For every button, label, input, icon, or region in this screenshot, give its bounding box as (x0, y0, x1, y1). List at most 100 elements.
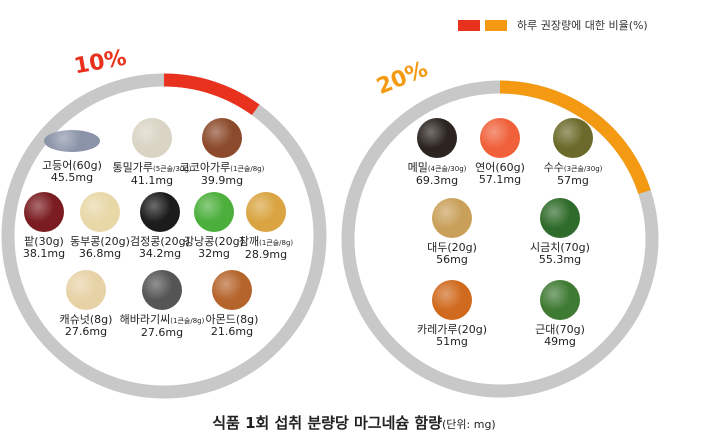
food-name: 수수(3큰술/30g) (523, 162, 623, 175)
food-name-text: 카레가루(20g) (416, 323, 488, 336)
spinach-icon (540, 198, 580, 238)
food-name-text: 강낭콩(20g) (184, 235, 244, 248)
food-name-text: 아몬드(8g) (205, 313, 259, 326)
food-value: 27.6mg (140, 326, 184, 339)
food-name: 근대(70g) (510, 324, 610, 336)
caption-unit: (단위: mg) (442, 418, 496, 431)
food-name-text: 참깨 (238, 235, 260, 248)
food-name-text: 연어(60g) (475, 161, 525, 174)
sesame-icon (246, 192, 286, 232)
food-item: 캐슈넛(8g) 27.6mg (36, 270, 136, 338)
cashew-icon (66, 270, 106, 310)
salmon-icon (480, 118, 520, 158)
chart-caption: 식품 1회 섭취 분량당 마그네슘 함량(단위: mg) (0, 412, 708, 433)
food-value: 49mg (544, 335, 576, 348)
food-name-text: 해바라기씨 (119, 313, 171, 326)
food-item: 해바라기씨(1큰술/8g) 27.6mg (112, 270, 212, 339)
curry-powder-icon (432, 280, 472, 320)
food-name: 검정콩(20g) (110, 236, 210, 248)
food-value: 39.9mg (200, 174, 244, 187)
food-item: 팥(30g) 38.1mg (0, 192, 94, 260)
food-name-text: 검정콩(20g) (130, 235, 190, 248)
cocoa-powder-icon (202, 118, 242, 158)
food-name: 캐슈넛(8g) (36, 314, 136, 326)
wheat-flour-icon (132, 118, 172, 158)
mackerel-icon (44, 130, 100, 152)
food-item: 참깨(1큰술/8g) 28.9mg (216, 192, 316, 261)
food-portion-note: (5큰술/30g) (152, 165, 192, 173)
food-portion-note: (1큰술/8g) (230, 165, 265, 173)
ring-arc-20 (499, 80, 651, 195)
food-item: 시금치(70g) 55.3mg (510, 198, 610, 266)
green-bean-icon (194, 192, 234, 232)
buckwheat-icon (417, 118, 457, 158)
food-name: 통밀가루(5큰술/30g) (102, 162, 202, 175)
food-name: 해바라기씨(1큰술/8g) (112, 314, 212, 327)
chard-icon (540, 280, 580, 320)
legend-swatch-orange (485, 19, 507, 31)
food-name: 강낭콩(20g) (164, 236, 264, 248)
food-value: 57mg (557, 174, 589, 187)
sorghum-icon (553, 118, 593, 158)
legend-swatch-red (458, 19, 480, 31)
food-item: 메밀(4큰술/30g) 69.3mg (387, 118, 487, 187)
food-value: 36.8mg (78, 247, 122, 260)
food-value: 32mg (198, 247, 230, 260)
food-value: 28.9mg (244, 248, 288, 261)
black-bean-icon (140, 192, 180, 232)
food-item: 고등어(60g) 45.5mg (22, 120, 122, 184)
food-name: 고등어(60g) (22, 160, 122, 172)
food-value: 51mg (436, 335, 468, 348)
food-name: 아몬드(8g) (182, 314, 282, 326)
food-name-text: 시금치(70g) (530, 241, 590, 254)
food-value: 69.3mg (415, 174, 459, 187)
legend-label: 하루 권장량에 대한 비율(%) (517, 19, 648, 32)
food-item: 수수(3큰술/30g) 57mg (523, 118, 623, 187)
food-name: 팥(30g) (0, 236, 94, 248)
food-value: 57.1mg (478, 173, 522, 186)
food-value: 27.6mg (64, 325, 108, 338)
food-name: 동부콩(20g) (50, 236, 150, 248)
ring-arc-10 (163, 73, 260, 116)
food-name: 대두(20g) (402, 242, 502, 254)
food-name: 메밀(4큰술/30g) (387, 162, 487, 175)
food-portion-note: (1큰술/8g) (170, 317, 205, 325)
food-name: 참깨(1큰술/8g) (216, 236, 316, 249)
food-value: 41.1mg (130, 174, 174, 187)
food-item: 연어(60g) 57.1mg (450, 118, 550, 186)
food-name: 연어(60g) (450, 162, 550, 174)
food-name: 시금치(70g) (510, 242, 610, 254)
food-item: 카레가루(20g) 51mg (402, 280, 502, 348)
food-value: 56mg (436, 253, 468, 266)
food-name-text: 대두(20g) (427, 241, 477, 254)
legend: 하루 권장량에 대한 비율(%) (458, 17, 648, 33)
food-name: 카레가루(20g) (402, 324, 502, 336)
food-name-text: 고등어(60g) (42, 159, 102, 172)
food-name-text: 코코아가루 (179, 161, 231, 174)
red-bean-icon (24, 192, 64, 232)
food-name-text: 수수 (543, 161, 564, 174)
food-item: 근대(70g) 49mg (510, 280, 610, 348)
cowpea-icon (80, 192, 120, 232)
food-name-text: 메밀 (407, 161, 428, 174)
food-value: 21.6mg (210, 325, 254, 338)
food-item: 통밀가루(5큰술/30g) 41.1mg (102, 118, 202, 187)
food-portion-note: (3큰술/30g) (563, 165, 603, 173)
food-name-text: 팥(30g) (24, 235, 64, 248)
food-value: 55.3mg (538, 253, 582, 266)
soybean-icon (432, 198, 472, 238)
food-value: 45.5mg (50, 171, 94, 184)
food-item: 동부콩(20g) 36.8mg (50, 192, 150, 260)
food-value: 34.2mg (138, 247, 182, 260)
food-item: 아몬드(8g) 21.6mg (182, 270, 282, 338)
food-portion-note: (1큰술/8g) (259, 239, 294, 247)
sunflower-seed-icon (142, 270, 182, 310)
food-name-text: 근대(70g) (535, 323, 585, 336)
food-value: 38.1mg (22, 247, 66, 260)
food-portion-note: (4큰술/30g) (427, 165, 467, 173)
food-item: 코코아가루(1큰술/8g) 39.9mg (172, 118, 272, 187)
almond-icon (212, 270, 252, 310)
food-name-text: 캐슈넛(8g) (59, 313, 113, 326)
food-name-text: 통밀가루 (112, 161, 153, 174)
